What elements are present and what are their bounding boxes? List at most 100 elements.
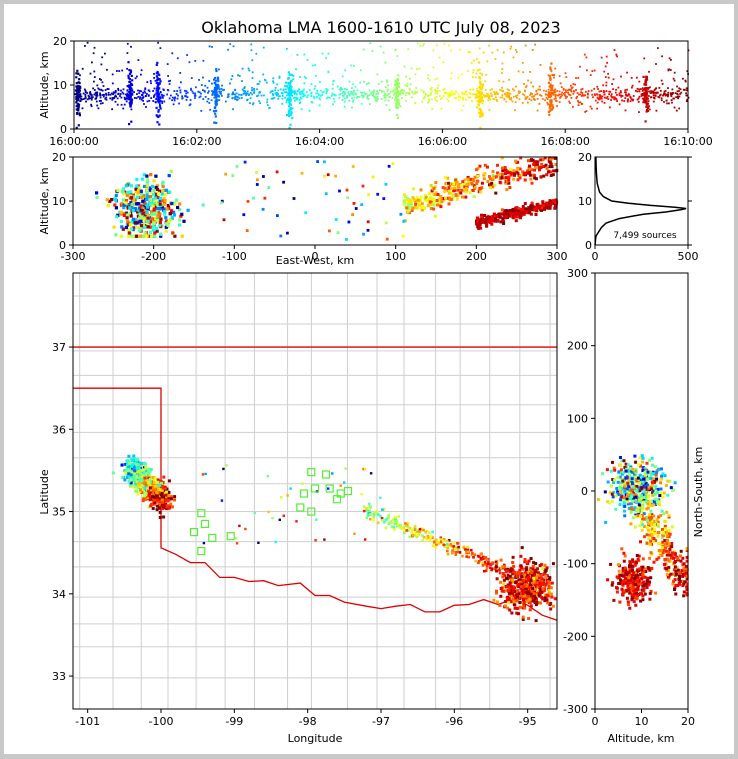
scatter-point: [220, 202, 223, 205]
nw-cluster-point: [124, 469, 127, 472]
se-cluster-point: [539, 564, 542, 567]
east-band-point: [441, 200, 444, 203]
source-point: [659, 95, 661, 97]
east-band-point: [466, 183, 469, 186]
source-point: [284, 97, 286, 99]
source-point: [136, 93, 138, 95]
line-point: [411, 528, 414, 531]
source-point: [591, 90, 593, 92]
north-cluster-point: [641, 461, 644, 464]
source-point: [263, 95, 265, 97]
east-band-point: [516, 172, 519, 175]
source-point: [379, 89, 381, 91]
line-point: [369, 513, 372, 516]
source-point: [236, 99, 238, 101]
source-point: [194, 60, 196, 62]
source-point: [208, 80, 210, 82]
north-cluster-point: [659, 481, 662, 484]
east-band-point: [509, 171, 512, 174]
se-cluster-point: [549, 608, 552, 611]
nw-cluster-point: [130, 465, 133, 468]
east-band-point: [480, 186, 483, 189]
west-cluster-point: [161, 193, 164, 196]
west-cluster-point: [176, 206, 179, 209]
north-cluster-point: [610, 470, 613, 473]
source-point: [594, 70, 596, 72]
burst-point: [396, 114, 398, 116]
burst-point: [159, 80, 161, 82]
source-point: [169, 98, 171, 100]
source-point: [124, 104, 126, 106]
burst-point: [479, 86, 481, 88]
burst-point: [290, 107, 292, 109]
line-point: [433, 541, 436, 544]
east-band-point: [532, 174, 535, 177]
source-point: [624, 89, 626, 91]
source-point: [439, 90, 441, 92]
east-band-point: [461, 180, 464, 183]
source-point: [377, 74, 379, 76]
source-point: [319, 81, 321, 83]
west-cluster-point: [126, 213, 129, 216]
source-point: [600, 90, 602, 92]
source-point: [160, 47, 162, 49]
source-point: [683, 89, 685, 91]
source-point: [435, 99, 437, 101]
west-cluster-point: [151, 185, 154, 188]
se-cluster-point: [498, 604, 501, 607]
source-point: [392, 90, 394, 92]
source-point: [490, 89, 492, 91]
source-point: [312, 65, 314, 67]
east-band-point: [494, 192, 497, 195]
scatter-point: [301, 482, 303, 484]
source-point: [609, 91, 611, 93]
source-point: [485, 74, 487, 76]
east-band-point: [403, 199, 406, 202]
source-point: [350, 65, 352, 67]
west-cluster-point: [141, 212, 144, 215]
scatter-point: [236, 165, 239, 168]
west-cluster-point: [139, 205, 142, 208]
se-cluster-point: [512, 590, 515, 593]
burst-point: [396, 86, 398, 88]
source-point: [228, 93, 230, 95]
burst-point: [131, 101, 133, 103]
burst-point: [126, 89, 128, 91]
source-point: [516, 51, 518, 53]
source-point: [207, 87, 209, 89]
source-point: [440, 98, 442, 100]
east-band-point: [407, 201, 410, 204]
north-cluster-point: [597, 498, 600, 501]
source-point: [572, 106, 574, 108]
source-point: [423, 98, 425, 100]
source-point: [501, 72, 503, 74]
source-point: [525, 98, 527, 100]
source-point: [208, 90, 210, 92]
east-band-point: [465, 191, 468, 194]
source-point: [122, 108, 124, 110]
west-cluster-point: [168, 220, 171, 223]
source-point: [667, 92, 669, 94]
east-band-point: [532, 163, 535, 166]
source-point: [487, 96, 489, 98]
east-band-point: [421, 202, 424, 205]
nw-cluster-point: [165, 491, 168, 494]
source-point: [402, 93, 404, 95]
east-band-point: [513, 172, 516, 175]
line-point: [447, 547, 450, 550]
nw-cluster-point: [161, 485, 164, 488]
source-point: [454, 97, 456, 99]
source-point: [294, 100, 296, 102]
source-point: [310, 95, 312, 97]
source-point: [192, 92, 194, 94]
source-point: [522, 71, 524, 73]
se-cluster-point: [528, 598, 531, 601]
source-point: [526, 85, 528, 87]
burst-point: [159, 105, 161, 107]
source-point: [648, 95, 650, 97]
source-point: [506, 92, 508, 94]
west-cluster-point: [125, 226, 128, 229]
source-point: [131, 109, 133, 111]
se-cluster-point: [522, 592, 525, 595]
source-point: [358, 96, 360, 98]
